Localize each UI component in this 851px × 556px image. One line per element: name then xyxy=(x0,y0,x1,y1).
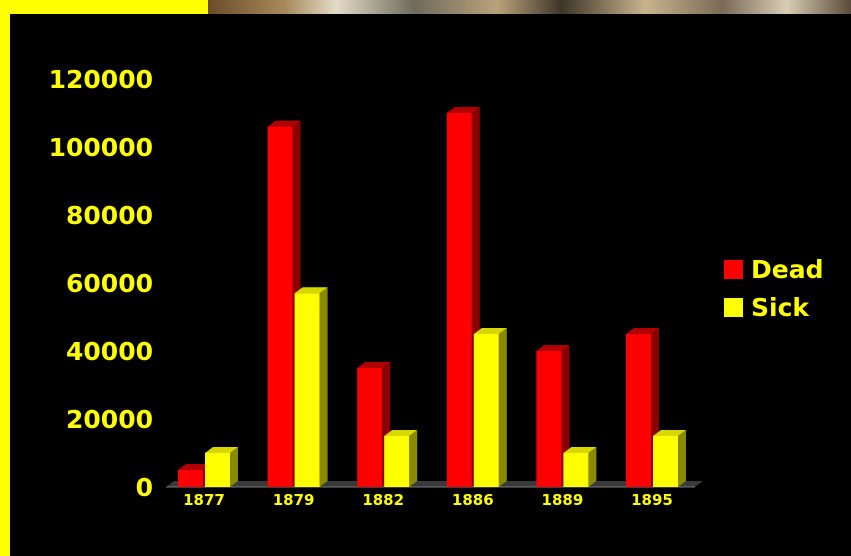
bar-sick-1886 xyxy=(473,328,507,487)
bar-top xyxy=(205,447,238,453)
x-tick-label: 1895 xyxy=(631,491,673,509)
legend-label-dead: Dead xyxy=(751,254,824,284)
x-tick-label: 1886 xyxy=(452,491,494,509)
bar-front xyxy=(357,368,383,487)
bar-side xyxy=(230,447,238,487)
legend-item-sick: Sick xyxy=(724,288,823,326)
bar-top xyxy=(357,362,391,368)
bar-sick-1889 xyxy=(563,447,597,487)
bar-side xyxy=(678,430,686,487)
bar-front xyxy=(653,436,678,487)
y-axis-ticks: 0 20000 40000 60000 80000 100000 120000 xyxy=(49,65,153,502)
bar-front xyxy=(626,334,651,487)
bar-top xyxy=(294,287,328,294)
y-tick-label: 60000 xyxy=(66,269,153,298)
bar-top xyxy=(473,328,507,334)
bar-top xyxy=(446,107,480,113)
bar-top xyxy=(626,328,659,334)
bar-top xyxy=(384,430,418,436)
y-tick-label: 100000 xyxy=(49,133,153,162)
y-tick-label: 80000 xyxy=(66,201,153,230)
left-border-strip xyxy=(0,0,10,556)
bar-front xyxy=(294,293,320,487)
legend-swatch-sick xyxy=(724,297,743,317)
y-tick-label: 120000 xyxy=(49,65,153,94)
bar-top xyxy=(536,345,570,351)
x-axis-labels: 1877 1879 1882 1886 1889 1895 xyxy=(183,491,673,509)
x-tick-label: 1889 xyxy=(542,491,584,509)
bar-front xyxy=(536,351,562,487)
bar-top xyxy=(178,464,211,470)
bar-side xyxy=(588,447,597,487)
bar-front xyxy=(178,470,203,487)
bar-top xyxy=(563,447,597,453)
x-tick-label: 1882 xyxy=(362,491,404,509)
legend-swatch-dead xyxy=(724,259,743,279)
bar-dead-1895 xyxy=(626,328,659,487)
bar-front xyxy=(267,126,293,487)
bar-front xyxy=(563,453,589,487)
bar-top xyxy=(653,430,686,436)
chart-floor xyxy=(166,481,703,488)
bar-top xyxy=(267,120,301,127)
bar-front xyxy=(446,113,472,487)
y-tick-label: 20000 xyxy=(66,405,153,434)
legend: Dead Sick xyxy=(724,250,823,326)
legend-item-dead: Dead xyxy=(724,250,823,288)
bar-front xyxy=(384,436,410,487)
bars xyxy=(178,107,686,487)
bar-sick-1877 xyxy=(205,447,238,487)
y-tick-label: 40000 xyxy=(66,337,153,366)
bar-side xyxy=(409,430,418,487)
legend-label-sick: Sick xyxy=(751,292,810,322)
bar-sick-1879 xyxy=(294,287,328,487)
bar-sick-1895 xyxy=(653,430,686,487)
x-tick-label: 1879 xyxy=(273,491,315,509)
top-border-strip xyxy=(0,0,208,14)
x-tick-label: 1877 xyxy=(183,491,225,509)
header-photo-strip xyxy=(208,0,851,14)
bar-front xyxy=(473,334,499,487)
floor-plane xyxy=(166,481,703,487)
bar-side xyxy=(319,287,328,487)
bar-side xyxy=(498,328,507,487)
y-tick-label: 0 xyxy=(136,473,153,502)
bar-sick-1882 xyxy=(384,430,418,487)
bar-front xyxy=(205,453,230,487)
